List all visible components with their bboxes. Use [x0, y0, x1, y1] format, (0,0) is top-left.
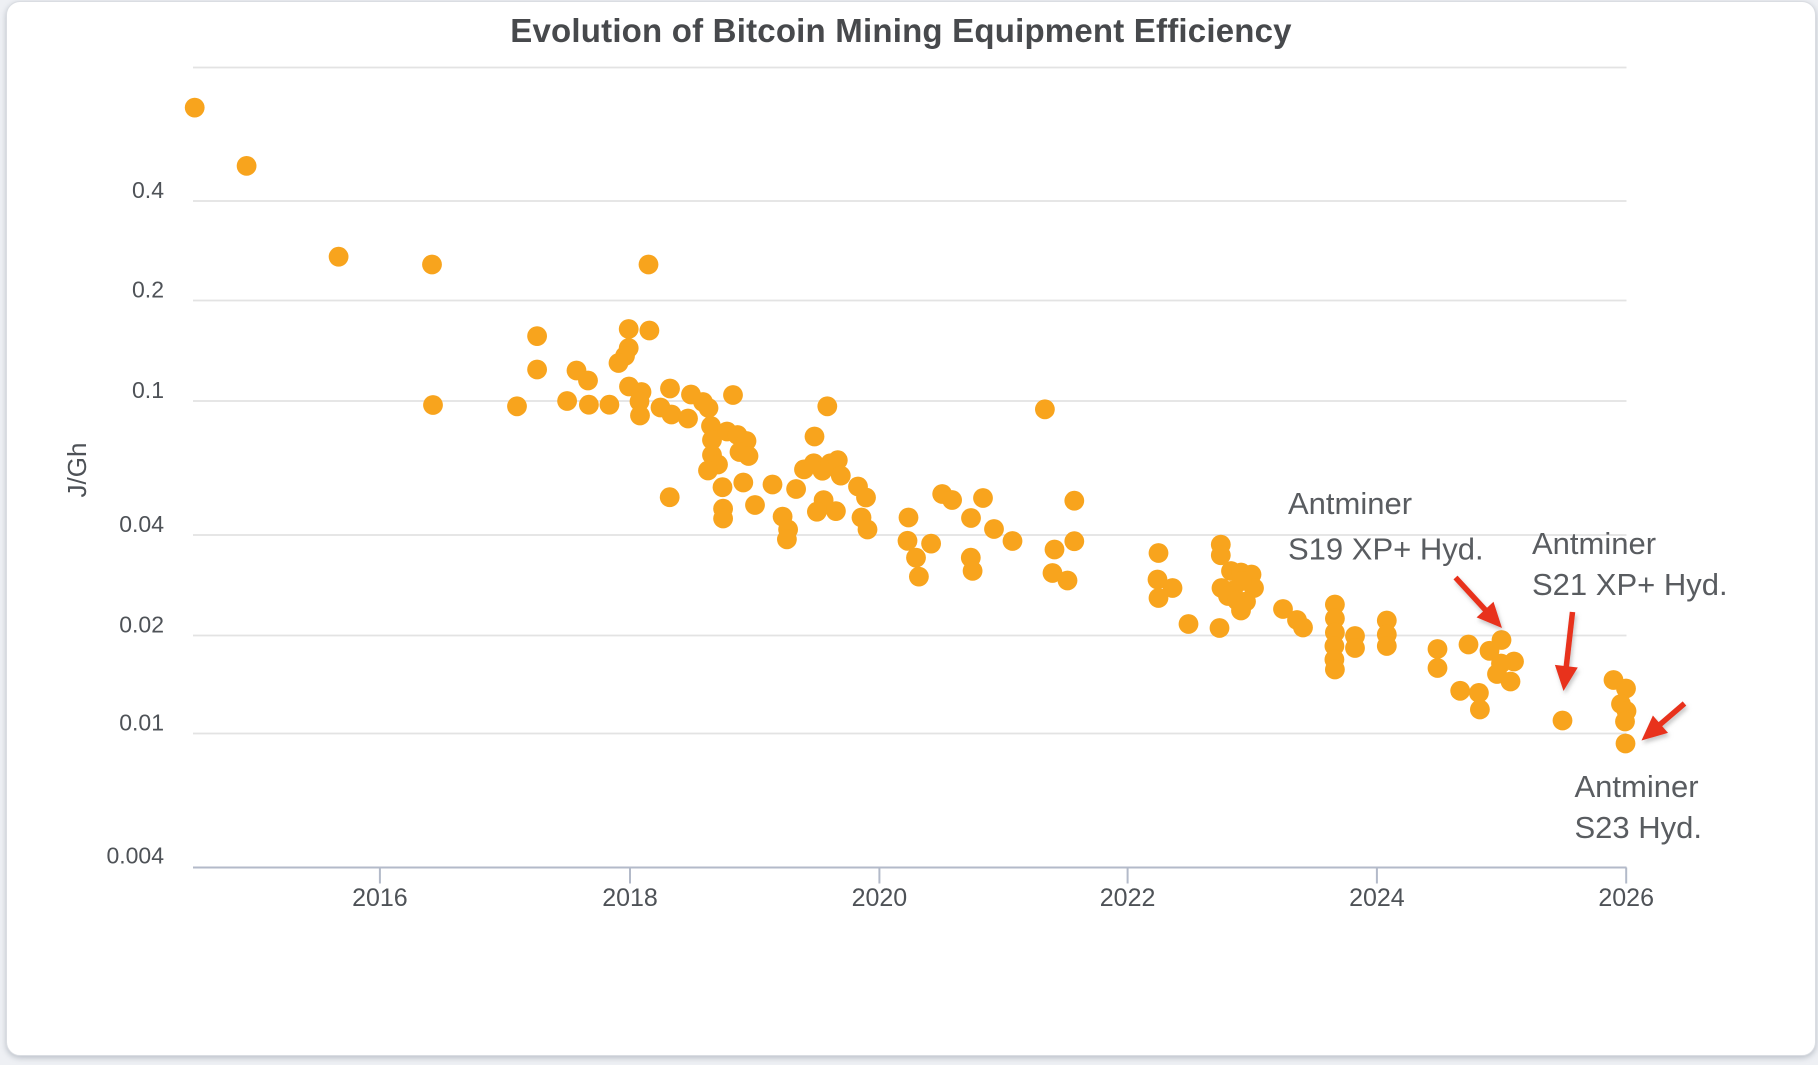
- svg-text:2024: 2024: [1349, 884, 1405, 912]
- svg-text:0.1: 0.1: [132, 377, 164, 403]
- svg-text:Antminer: Antminer: [1288, 486, 1412, 521]
- svg-text:0.004: 0.004: [106, 843, 164, 869]
- svg-text:Evolution of Bitcoin Mining Eq: Evolution of Bitcoin Mining Equipment Ef…: [510, 12, 1292, 49]
- svg-text:2016: 2016: [352, 884, 408, 912]
- svg-text:0.2: 0.2: [132, 277, 164, 303]
- svg-text:S19 XP+ Hyd.: S19 XP+ Hyd.: [1288, 532, 1484, 567]
- svg-text:0.04: 0.04: [119, 511, 164, 537]
- svg-text:0.02: 0.02: [119, 612, 164, 638]
- svg-text:S21 XP+ Hyd.: S21 XP+ Hyd.: [1532, 567, 1728, 602]
- svg-text:2026: 2026: [1598, 884, 1654, 912]
- svg-text:Antminer: Antminer: [1532, 526, 1656, 561]
- svg-text:0.4: 0.4: [132, 177, 164, 203]
- svg-text:0.01: 0.01: [119, 710, 164, 736]
- svg-text:2018: 2018: [602, 884, 658, 912]
- svg-text:Antminer: Antminer: [1575, 769, 1699, 804]
- svg-text:2020: 2020: [852, 884, 908, 912]
- svg-text:2022: 2022: [1100, 884, 1156, 912]
- svg-text:J/Gh: J/Gh: [62, 443, 92, 498]
- svg-text:S23 Hyd.: S23 Hyd.: [1575, 810, 1703, 845]
